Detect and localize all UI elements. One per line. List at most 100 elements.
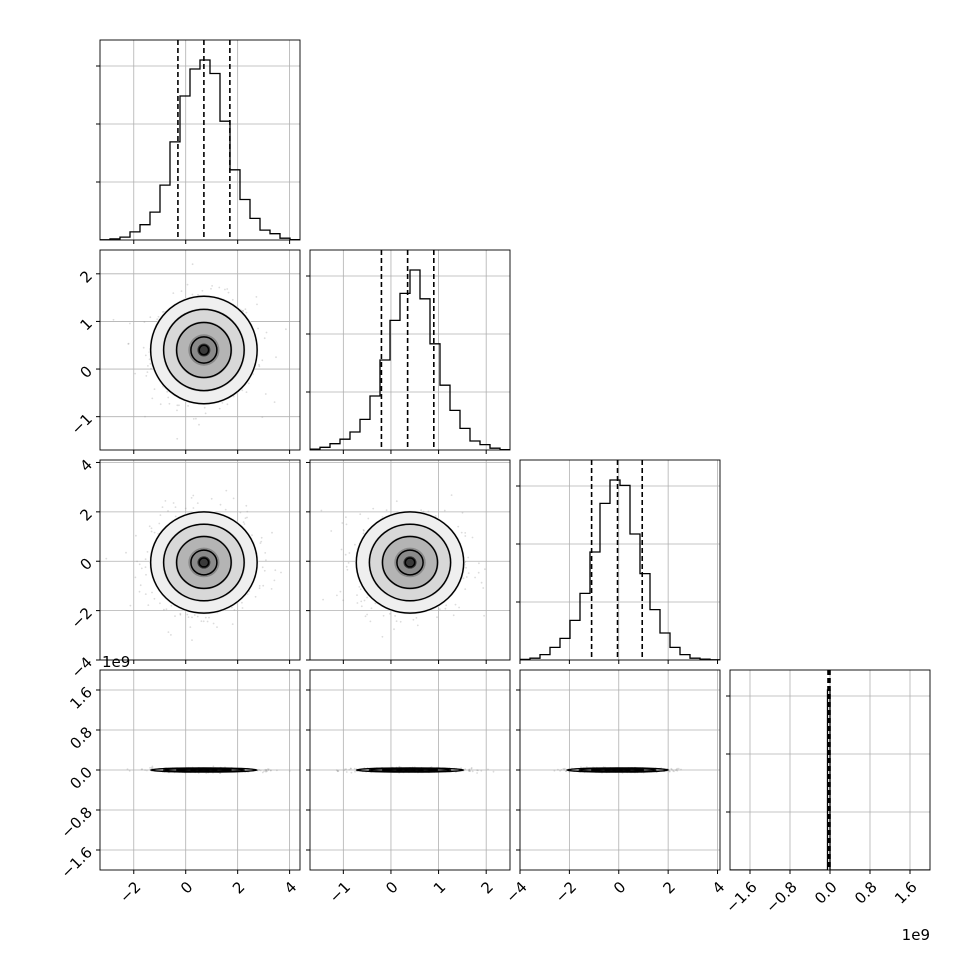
x-tick-label: −1.6 [722, 878, 760, 916]
sample-point [345, 771, 348, 773]
sample-point [134, 372, 137, 375]
sample-point [264, 393, 267, 395]
sample-point [483, 614, 485, 617]
sample-point [149, 767, 151, 769]
sample-point [460, 767, 462, 769]
sample-point [288, 770, 291, 772]
sample-point [444, 607, 447, 610]
sample-point [151, 397, 154, 400]
sample-point [136, 560, 139, 563]
sample-point [265, 770, 267, 773]
x-tick-label: −2 [552, 878, 580, 906]
sample-point [190, 497, 193, 499]
sample-point [165, 608, 168, 611]
sample-point [129, 322, 131, 325]
sample-point [241, 389, 244, 392]
sample-point [166, 390, 169, 393]
sample-point [254, 595, 257, 598]
sample-point [346, 568, 349, 571]
sample-point [336, 770, 339, 772]
sample-point [172, 502, 175, 504]
contour-line-3 [190, 549, 218, 576]
sample-point [151, 767, 154, 769]
sample-point [257, 768, 260, 771]
y-tick-label: 1.6 [66, 683, 96, 713]
sample-point [370, 607, 373, 610]
sample-point [258, 365, 261, 368]
sample-point [363, 529, 365, 532]
sample-point [263, 337, 266, 340]
sample-point [231, 298, 234, 301]
x-tick-label: 4 [281, 878, 300, 897]
sample-point [267, 769, 270, 771]
sample-point [670, 767, 673, 770]
y-tick-label: −2 [68, 604, 96, 632]
sample-point [322, 598, 324, 601]
sample-point [159, 602, 161, 605]
sample-point [356, 594, 358, 596]
sample-point [285, 328, 287, 331]
sample-point [153, 388, 156, 390]
contour-line-0 [149, 295, 258, 405]
sample-point [245, 391, 248, 393]
sample-point [141, 768, 144, 771]
sample-point [568, 770, 571, 773]
sample-point [273, 401, 276, 403]
sample-point [246, 516, 248, 519]
panel-frame [519, 459, 721, 661]
sample-point [151, 765, 154, 768]
sample-point [412, 618, 415, 621]
sample-point [157, 315, 160, 318]
y-tick-label: −0.8 [58, 803, 96, 841]
sample-point [363, 599, 366, 602]
contour-line-1 [368, 523, 452, 602]
sample-point [255, 296, 258, 298]
sample-point [468, 769, 470, 772]
sample-point [202, 620, 205, 623]
sample-point [227, 291, 230, 294]
sample-point [247, 382, 250, 385]
sample-point [192, 494, 195, 497]
sample-point [135, 534, 137, 537]
contour-line-2 [381, 535, 439, 590]
sample-point [226, 288, 229, 290]
sample-point [468, 769, 471, 772]
sample-point [193, 614, 196, 616]
x-offset-text: 1e9 [902, 926, 930, 944]
sample-point [445, 604, 448, 607]
sample-point [469, 770, 472, 773]
sample-point [339, 590, 342, 593]
sample-point [477, 571, 480, 574]
y-tick-label: 2 [77, 267, 96, 286]
sample-point [675, 769, 677, 772]
sample-point [259, 769, 262, 772]
sample-point [180, 290, 183, 292]
sample-point [241, 607, 244, 609]
sample-point [226, 403, 229, 406]
sample-point [153, 597, 156, 600]
sample-point [187, 616, 190, 618]
sample-point [265, 769, 268, 771]
panel-frame [729, 669, 931, 871]
sample-point [261, 359, 264, 362]
panel-frame [519, 669, 721, 871]
sample-point [341, 522, 344, 524]
sample-point [159, 514, 162, 516]
sample-point [176, 404, 179, 407]
sample-point [212, 765, 215, 768]
sample-point [358, 586, 361, 588]
sample-point [218, 407, 221, 410]
sample-point [242, 521, 245, 523]
sample-point [335, 769, 338, 772]
sample-point [170, 604, 173, 607]
x-tick-label: 1.6 [891, 878, 921, 908]
sample-point [263, 770, 265, 773]
sample-point [200, 620, 203, 623]
sample-point [337, 770, 340, 772]
sample-point [263, 569, 266, 572]
sample-point [671, 768, 673, 771]
sample-point [366, 613, 368, 616]
sample-point [452, 614, 455, 617]
x-tick-label: 2 [477, 878, 496, 897]
